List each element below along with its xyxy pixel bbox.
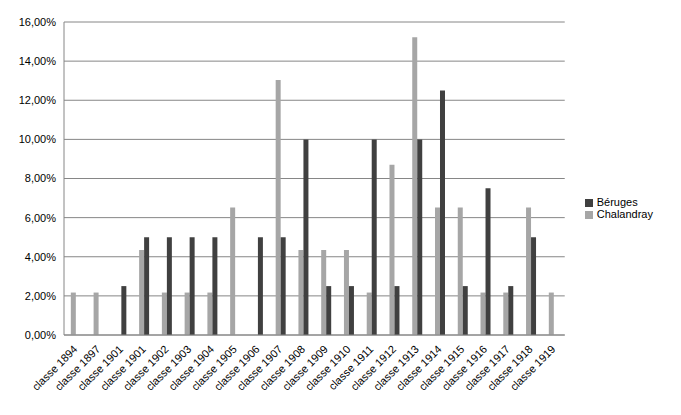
svg-text:classe 1912: classe 1912	[348, 342, 399, 393]
svg-text:classe 1897: classe 1897	[52, 342, 103, 393]
svg-text:classe 1919: classe 1919	[508, 343, 558, 393]
svg-text:classe 1908: classe 1908	[257, 342, 308, 393]
svg-text:10,00%: 10,00%	[19, 133, 57, 145]
svg-text:classe 1903: classe 1903	[143, 342, 194, 393]
svg-text:classe 1916: classe 1916	[439, 342, 490, 393]
svg-text:classe 1906: classe 1906	[211, 342, 262, 393]
svg-text:6,00%: 6,00%	[25, 212, 56, 224]
html-text:Béruges: Béruges	[596, 195, 638, 208]
svg-text:12,00%: 12,00%	[19, 94, 57, 106]
svg-text:classe 1907: classe 1907	[234, 342, 285, 393]
svg-text:classe 1902: classe 1902	[120, 342, 171, 393]
html-text:Chalandray: Chalandray	[596, 207, 653, 220]
svg-text:classe 1901: classe 1901	[75, 342, 126, 393]
svg-text:classe 1911: classe 1911	[326, 342, 376, 393]
svg-text:16,00%: 16,00%	[19, 16, 57, 28]
svg-text:classe 1905: classe 1905	[188, 342, 239, 393]
svg-text:classe 1914: classe 1914	[393, 342, 444, 393]
svg-text:8,00%: 8,00%	[25, 172, 56, 184]
svg-text:4,00%: 4,00%	[25, 251, 56, 263]
svg-text:classe 1917: classe 1917	[462, 342, 513, 393]
svg-text:14,00%: 14,00%	[19, 55, 57, 67]
svg-text:classe 1918: classe 1918	[484, 342, 535, 393]
svg-text:classe 1915: classe 1915	[416, 342, 467, 393]
svg-text:classe 1913: classe 1913	[371, 342, 421, 393]
svg-text:classe 1910: classe 1910	[302, 342, 353, 393]
svg-text:classe 1904: classe 1904	[166, 342, 217, 393]
svg-text:2,00%: 2,00%	[25, 290, 56, 302]
svg-text:classe 1894: classe 1894	[29, 342, 80, 393]
svg-text:0,00%: 0,00%	[25, 329, 56, 341]
svg-text:classe 1909: classe 1909	[280, 342, 330, 393]
